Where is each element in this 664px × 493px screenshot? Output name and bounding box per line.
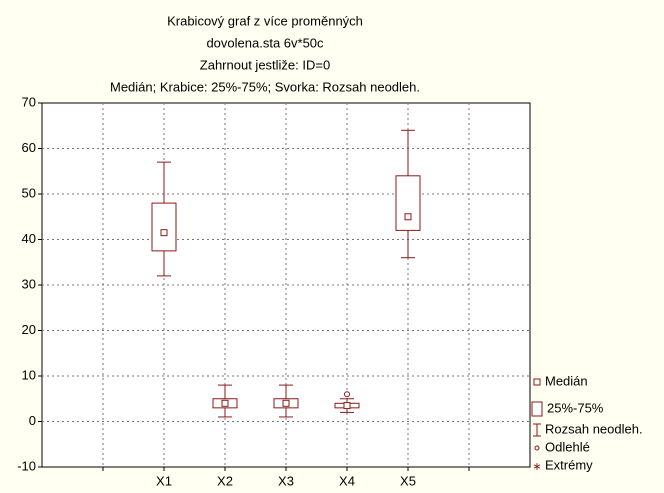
x-tick-label: X3 bbox=[278, 473, 294, 488]
y-tick-label: -10 bbox=[17, 458, 36, 473]
median bbox=[160, 229, 168, 237]
chart-subtitle: Zahrnout jestliže: ID=0 bbox=[200, 57, 330, 72]
x-tick-label: X2 bbox=[217, 473, 233, 488]
legend-symbol bbox=[533, 378, 541, 386]
chart-subtitle: Medián; Krabice: 25%-75%; Svorka: Rozsah… bbox=[110, 79, 420, 94]
y-tick-label: 60 bbox=[22, 140, 36, 155]
chart-subtitle: dovolena.sta 6v*50c bbox=[206, 35, 324, 50]
y-tick-label: 70 bbox=[22, 94, 36, 109]
median bbox=[221, 399, 229, 407]
legend-label: Odlehlé bbox=[545, 439, 590, 454]
median bbox=[343, 402, 351, 410]
x-tick-label: X4 bbox=[339, 473, 355, 488]
legend-label: 25%-75% bbox=[547, 400, 604, 415]
median bbox=[282, 399, 290, 407]
y-tick-label: 50 bbox=[22, 185, 36, 200]
y-tick-label: 30 bbox=[22, 276, 36, 291]
y-tick-label: 40 bbox=[22, 231, 36, 246]
legend-label: Medián bbox=[545, 373, 588, 388]
x-tick-label: X1 bbox=[156, 473, 172, 488]
legend-label: Rozsah neodleh. bbox=[545, 421, 643, 436]
median bbox=[404, 213, 412, 221]
legend-label: Extrémy bbox=[545, 457, 593, 472]
y-tick-label: 0 bbox=[29, 413, 36, 428]
outlier bbox=[344, 391, 350, 398]
legend-symbol: ∗ bbox=[532, 461, 541, 473]
legend-symbol bbox=[531, 401, 543, 417]
y-tick-label: 20 bbox=[22, 322, 36, 337]
box bbox=[395, 175, 421, 231]
y-tick-label: 10 bbox=[22, 367, 36, 382]
chart-title: Krabicový graf z více proměnných bbox=[167, 13, 363, 28]
x-tick-label: X5 bbox=[400, 473, 416, 488]
box bbox=[151, 202, 177, 252]
legend-symbol bbox=[534, 445, 540, 451]
